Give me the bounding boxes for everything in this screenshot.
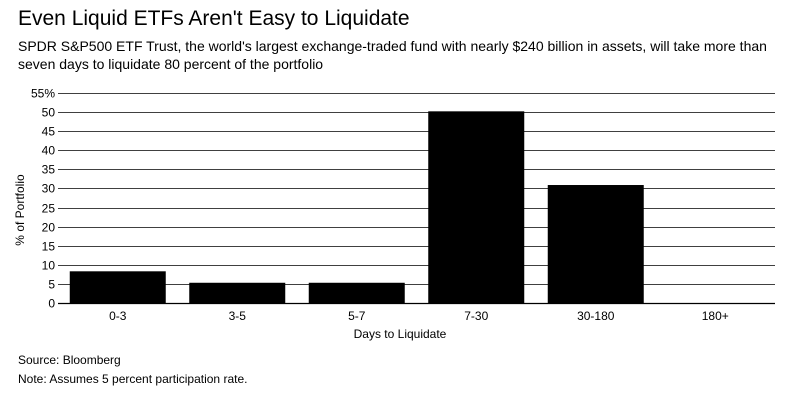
source-note: Source: Bloomberg xyxy=(18,353,121,367)
y-tick-label: 15 xyxy=(42,240,56,254)
y-tick-labels: 0 5 10 15 20 25 30 35 40 45 50 55% xyxy=(31,87,55,311)
x-tick-labels: 0-3 3-5 5-7 7-30 30-180 180+ xyxy=(109,309,729,323)
chart-title: Even Liquid ETFs Aren't Easy to Liquidat… xyxy=(18,7,410,30)
y-tick-label: 10 xyxy=(42,259,56,273)
y-tick-label: 45 xyxy=(42,125,56,139)
footnote: Note: Assumes 5 percent participation ra… xyxy=(18,372,248,386)
y-tick-label: 30 xyxy=(42,182,56,196)
x-tick-label: 30-180 xyxy=(577,309,615,323)
bars xyxy=(69,111,644,303)
bar-3-5 xyxy=(189,282,286,303)
y-tick-label: 25 xyxy=(42,202,56,216)
y-tick-label: 55% xyxy=(31,87,55,101)
y-tick-label: 5 xyxy=(48,278,55,292)
gridlines xyxy=(58,93,775,305)
y-tick-label: 35 xyxy=(42,163,56,177)
bar-5-7 xyxy=(308,282,405,303)
bar-7-30 xyxy=(428,111,525,303)
x-tick-label: 3-5 xyxy=(229,309,247,323)
bar-30-180 xyxy=(547,185,644,303)
y-tick-label: 0 xyxy=(48,297,55,311)
x-tick-label: 180+ xyxy=(702,309,729,323)
chart-subtitle: SPDR S&P500 ETF Trust, the world's large… xyxy=(18,38,767,72)
x-tick-label: 5-7 xyxy=(348,309,366,323)
y-tick-label: 20 xyxy=(42,221,56,235)
y-axis-label: % of Portfolio xyxy=(13,174,27,246)
y-tick-label: 40 xyxy=(42,144,56,158)
x-tick-label: 7-30 xyxy=(464,309,488,323)
bar-0-3 xyxy=(69,271,166,303)
x-axis-label: Days to Liquidate xyxy=(354,327,447,341)
x-tick-label: 0-3 xyxy=(109,309,127,323)
y-tick-label: 50 xyxy=(42,106,56,120)
